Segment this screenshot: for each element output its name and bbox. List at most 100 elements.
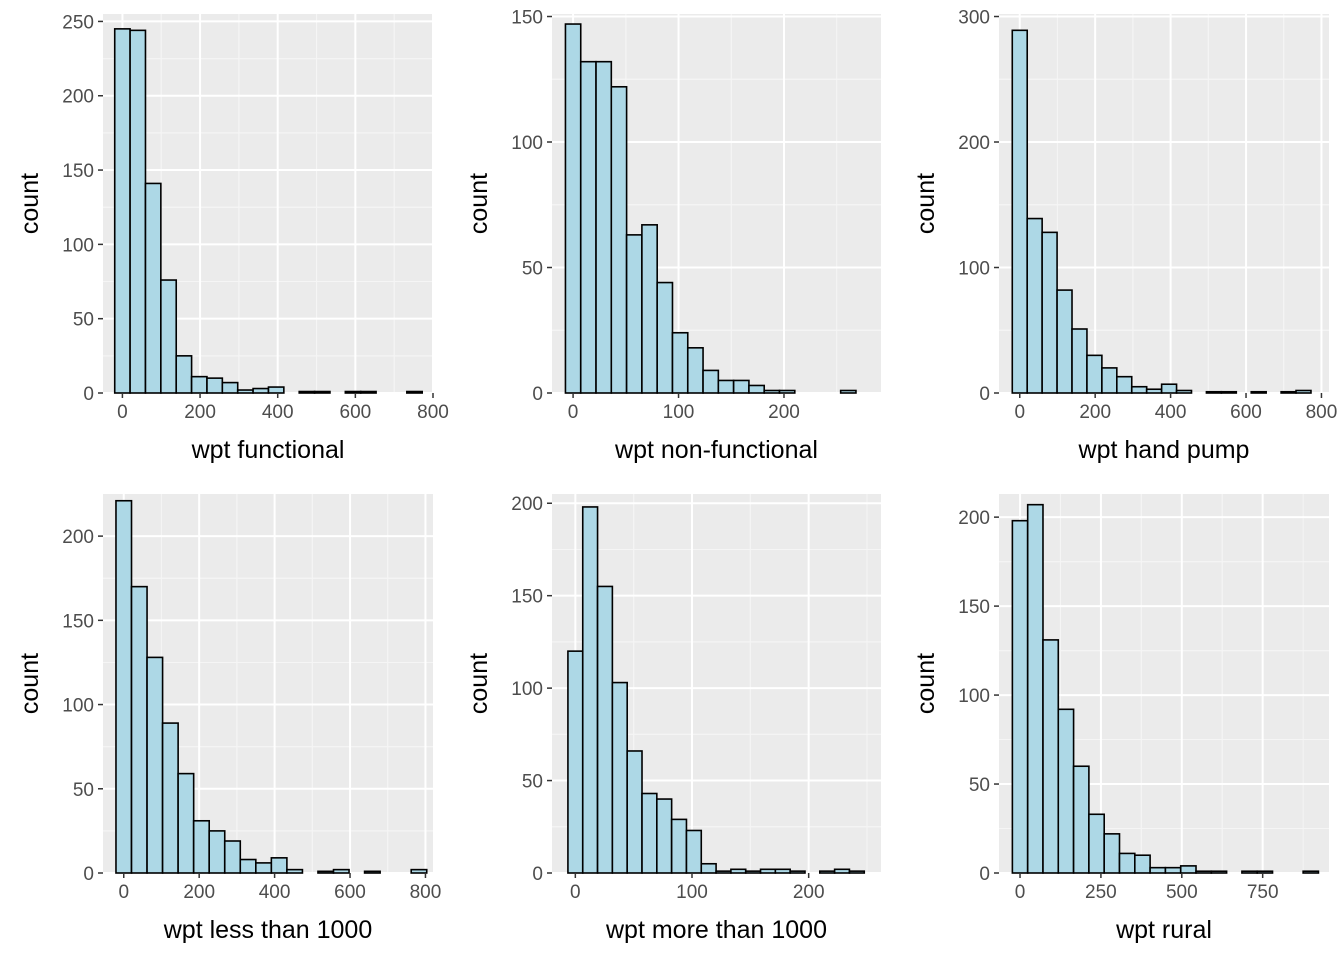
histogram-bar (177, 772, 195, 874)
x-tick-label: 500 (1166, 882, 1198, 903)
histogram-bar (1071, 328, 1088, 394)
histogram-bar (1130, 385, 1148, 394)
histogram-panel-1: 0 200 400 600 800 0 50 100 150 200 250 wpt function… (16, 12, 449, 464)
histogram-bar (130, 585, 148, 874)
y-tick-label: 150 (958, 597, 990, 618)
histogram-bar (359, 390, 377, 394)
histogram-bar (1175, 389, 1193, 394)
histogram-bar (1088, 813, 1105, 874)
x-tick-label: 0 (570, 882, 581, 903)
histogram-bar (1011, 29, 1029, 394)
histogram-bar (1042, 639, 1060, 874)
x-tick-label: 0 (118, 882, 129, 903)
y-tick-label: 50 (522, 259, 543, 280)
histogram-bar (1160, 383, 1178, 394)
x-tick-label: 200 (768, 402, 800, 423)
histogram-bar (146, 656, 164, 874)
histogram-bar (1220, 390, 1238, 394)
y-tick-label: 300 (958, 8, 990, 29)
histogram-panel-2: 0 100 200 0 50 100 150 wpt non-functional count (465, 8, 881, 464)
histogram-bar (700, 862, 717, 874)
y-tick-label: 200 (511, 494, 543, 515)
histogram-bar (208, 830, 226, 874)
x-axis-title: wpt less than 1000 (163, 916, 372, 944)
histogram-bar (656, 798, 673, 874)
y-tick-label: 200 (958, 133, 990, 154)
x-tick-label: 400 (1155, 402, 1187, 423)
histogram-bar (252, 387, 270, 394)
histogram-bar (730, 868, 747, 874)
y-tick-label: 150 (511, 587, 543, 608)
histogram-bar (1179, 865, 1197, 874)
histogram-bar (596, 585, 614, 874)
x-axis-title: wpt hand pump (1078, 436, 1250, 464)
histogram-bar (839, 389, 857, 394)
x-tick-label: 600 (340, 402, 372, 423)
x-tick-label: 400 (262, 402, 294, 423)
x-tick-label: 250 (1085, 882, 1117, 903)
histogram-bar (129, 29, 147, 394)
histogram-bar (610, 85, 628, 394)
histogram-bar (774, 868, 791, 874)
y-tick-label: 0 (532, 384, 543, 405)
histogram-bar (1149, 866, 1167, 874)
histogram-bar (641, 224, 658, 394)
histogram-bar (1103, 833, 1121, 874)
histogram-panel-4: 0 200 400 600 800 0 50 100 150 200 wpt less than 1… (16, 494, 441, 944)
histogram-bar (221, 381, 239, 394)
y-axis-title: count (912, 173, 940, 234)
histogram-panel-5: 0 100 200 0 50 100 150 200 wpt more than 1000 cou… (465, 494, 881, 944)
histogram-bar (1041, 231, 1058, 394)
histogram-bar (1241, 870, 1259, 874)
histogram-bar (1256, 870, 1274, 874)
x-axis-title: wpt rural (1115, 916, 1212, 944)
x-tick-label: 400 (259, 882, 291, 903)
y-tick-label: 50 (73, 780, 94, 801)
x-tick-label: 100 (663, 402, 695, 423)
x-tick-label: 200 (183, 882, 215, 903)
x-tick-label: 200 (184, 402, 216, 423)
histogram-bar (363, 870, 381, 874)
x-tick-label: 0 (1014, 402, 1025, 423)
histogram-bar (223, 840, 242, 874)
histogram-bar (1101, 367, 1118, 394)
histogram-bar (581, 506, 599, 874)
y-tick-label: 200 (62, 527, 94, 548)
histogram-bar (1302, 870, 1320, 874)
histogram-bar (410, 868, 428, 874)
histogram-bar (332, 868, 350, 874)
y-axis-title: count (16, 653, 44, 714)
y-tick-label: 0 (83, 384, 94, 405)
histogram-bar (1057, 708, 1075, 874)
histogram-bar (748, 384, 766, 394)
y-tick-label: 100 (958, 259, 990, 280)
x-axis-title: wpt functional (191, 436, 345, 464)
y-tick-label: 150 (62, 161, 94, 182)
histogram-bar (190, 375, 208, 394)
y-tick-label: 50 (73, 310, 94, 331)
histogram-bar (286, 868, 304, 874)
y-tick-label: 100 (958, 686, 990, 707)
y-tick-label: 0 (979, 864, 990, 885)
x-tick-label: 800 (417, 402, 449, 423)
histogram-bar (1164, 866, 1182, 874)
y-tick-label: 100 (62, 696, 94, 717)
histogram-bar (789, 870, 806, 874)
x-tick-label: 600 (1230, 402, 1262, 423)
histogram-bar (626, 750, 643, 874)
histogram-bar (567, 650, 584, 874)
histogram-bar (1011, 519, 1029, 874)
histogram-bar (625, 234, 643, 394)
histogram-bar (1026, 503, 1044, 874)
histogram-bar (671, 331, 689, 394)
histogram-bar (1086, 354, 1103, 394)
x-tick-label: 750 (1247, 882, 1279, 903)
histogram-bar (255, 862, 273, 874)
histogram-bar (113, 28, 131, 394)
histogram-bar (115, 499, 133, 874)
histogram-bar (848, 870, 866, 874)
histogram-bar (267, 386, 285, 394)
x-axis-title: wpt more than 1000 (605, 916, 827, 944)
y-tick-label: 250 (62, 12, 94, 33)
